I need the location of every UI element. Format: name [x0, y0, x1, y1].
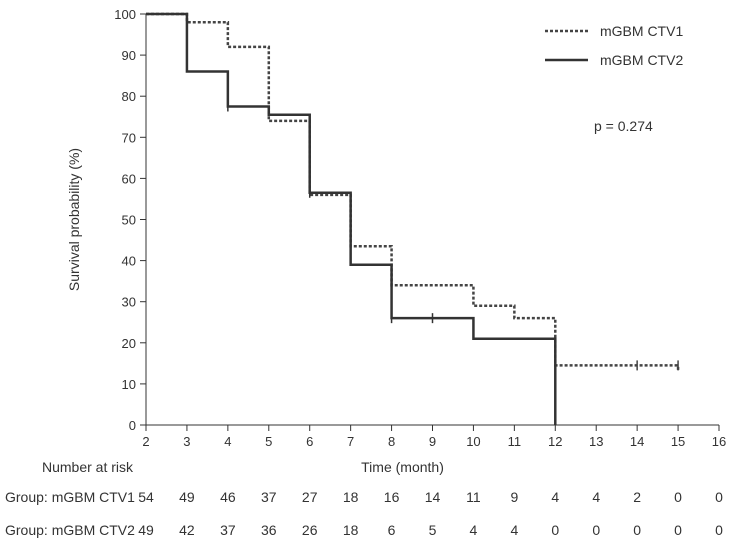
x-tick-label: 15: [671, 434, 685, 449]
risk-cell: 6: [388, 522, 396, 538]
y-axis-title: Survival probability (%): [66, 148, 82, 291]
risk-cell: 14: [425, 489, 441, 505]
risk-cell: 0: [633, 522, 641, 538]
risk-row-label: Group: mGBM CTV2: [5, 522, 135, 538]
x-tick-label: 13: [589, 434, 603, 449]
risk-cell: 18: [343, 522, 359, 538]
risk-cell: 0: [674, 489, 682, 505]
y-tick-label: 10: [122, 377, 136, 392]
x-tick-label: 3: [183, 434, 190, 449]
risk-cell: 4: [470, 522, 478, 538]
x-tick-label: 12: [548, 434, 562, 449]
risk-cell: 4: [510, 522, 518, 538]
legend-label: mGBM CTV2: [600, 52, 683, 68]
risk-cell: 0: [592, 522, 600, 538]
risk-row-label: Group: mGBM CTV1: [5, 489, 135, 505]
x-tick-label: 8: [388, 434, 395, 449]
y-tick-label: 60: [122, 171, 136, 186]
risk-cell: 37: [261, 489, 277, 505]
y-tick-label: 80: [122, 89, 136, 104]
series-layer: [146, 12, 680, 425]
x-tick-label: 16: [712, 434, 726, 449]
tick-marks: 0 10 20 30 40 50 60 70 80 90 100 2 3 4 5 6 7 8 9 10 11 12 13 14…: [114, 7, 726, 449]
y-tick-label: 20: [122, 336, 136, 351]
x-axis-title: Time (month): [361, 459, 444, 475]
risk-cell: 4: [592, 489, 600, 505]
y-tick-label: 30: [122, 295, 136, 310]
y-tick-label: 40: [122, 254, 136, 269]
risk-cell: 36: [261, 522, 277, 538]
risk-cell: 0: [551, 522, 559, 538]
risk-table-header: Number at risk: [42, 459, 134, 475]
y-tick-label: 100: [114, 7, 136, 22]
risk-cell: 16: [384, 489, 400, 505]
y-tick-label: 90: [122, 48, 136, 63]
y-tick-label: 0: [129, 418, 136, 433]
x-tick-label: 11: [508, 434, 522, 449]
x-tick-label: 4: [224, 434, 231, 449]
risk-cell: 49: [138, 522, 154, 538]
risk-cell: 26: [302, 522, 318, 538]
risk-cell: 0: [715, 489, 723, 505]
axes: [145, 14, 719, 426]
x-tick-label: 14: [630, 434, 644, 449]
y-tick-label: 70: [122, 130, 136, 145]
risk-cell: 2: [633, 489, 641, 505]
x-tick-label: 6: [306, 434, 313, 449]
y-tick-label: 50: [122, 213, 136, 228]
risk-cell: 9: [510, 489, 518, 505]
risk-cell: 0: [674, 522, 682, 538]
risk-table: Group: mGBM CTV1 54 49 46 37 27 18 16 14 11 9 4 4 2 0 0…: [5, 489, 723, 538]
x-tick-label: 9: [429, 434, 436, 449]
x-tick-label: 10: [466, 434, 480, 449]
risk-cell: 5: [429, 522, 437, 538]
risk-cell: 0: [715, 522, 723, 538]
risk-cell: 18: [343, 489, 359, 505]
x-tick-label: 5: [265, 434, 272, 449]
risk-cell: 54: [138, 489, 154, 505]
risk-cell: 4: [551, 489, 559, 505]
series-line-2: [146, 12, 557, 425]
p-value-annotation: p = 0.274: [594, 118, 653, 134]
risk-cell: 49: [179, 489, 195, 505]
legend-label: mGBM CTV1: [600, 23, 683, 39]
risk-cell: 37: [220, 522, 236, 538]
risk-cell: 27: [302, 489, 318, 505]
risk-cell: 46: [220, 489, 236, 505]
risk-cell: 11: [466, 489, 481, 505]
x-tick-label: 7: [347, 434, 354, 449]
x-tick-label: 2: [142, 434, 149, 449]
risk-cell: 42: [179, 522, 195, 538]
legend: mGBM CTV1 mGBM CTV2: [545, 23, 683, 68]
